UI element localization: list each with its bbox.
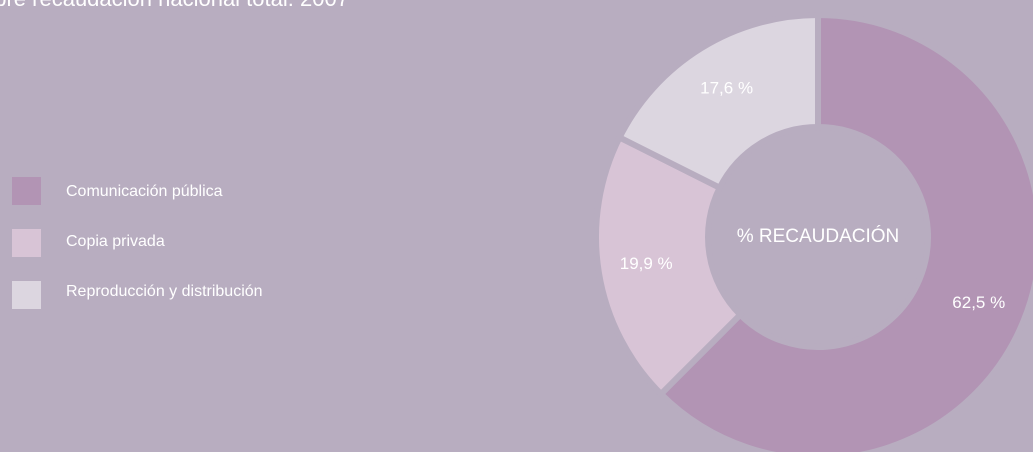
chart-title: obre recaudación nacional total: 2007 [0,0,349,11]
legend-label: Comunicación pública [66,183,223,200]
legend-swatch [12,281,41,309]
legend-swatch [12,177,41,205]
center-label: % RECAUDACIÓN [737,225,900,247]
donut-segment [593,133,745,399]
legend-swatch [12,229,41,257]
legend-label: Copia privada [66,233,165,250]
donut-segment [615,11,821,192]
value-label: 17,6 % [700,78,753,97]
donut-segment [656,11,1033,452]
legend-label: Reproducción y distribución [66,283,263,300]
donut-hole [711,130,925,344]
value-label: 19,9 % [620,254,673,273]
value-label: 62,5 % [952,293,1005,312]
